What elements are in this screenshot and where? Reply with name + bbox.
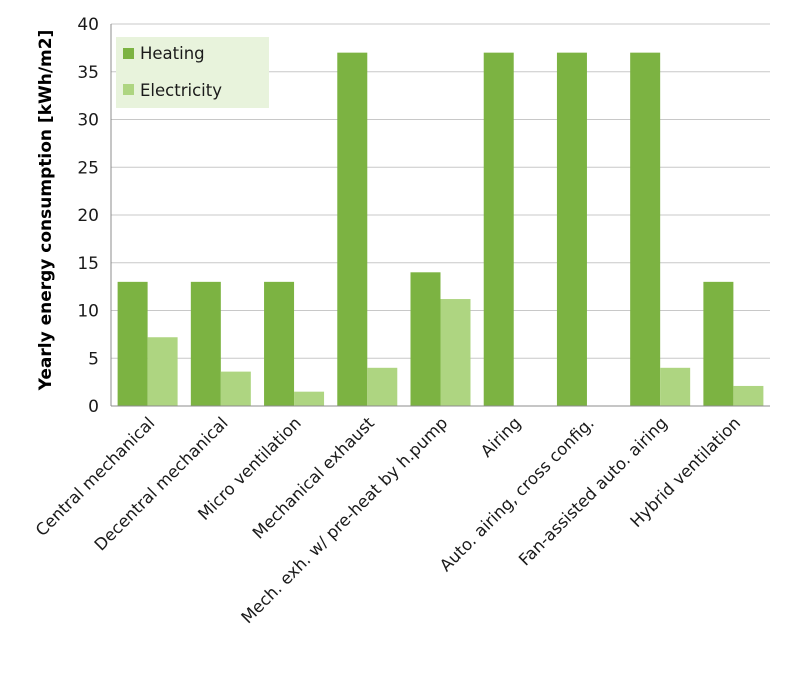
bar-heating-3 [337,52,368,407]
y-tick-label: 40 [77,15,99,35]
y-tick-label: 15 [77,254,99,274]
bar-heating-4 [410,272,441,406]
legend-swatch-electricity [123,84,134,95]
x-tick-label: Airing [477,413,524,460]
y-tick-label: 25 [77,158,99,178]
bar-heating-6 [556,52,587,407]
bars [117,52,764,407]
legend: Heating Electricity [116,37,269,108]
bar-heating-8 [703,281,734,406]
y-tick-label: 5 [88,349,99,369]
bar-heating-1 [190,281,221,406]
x-tick-label: Central mechanical [32,413,159,540]
legend-swatch-heating [123,48,134,59]
legend-background [116,37,269,108]
bar-heating-0 [117,281,148,406]
y-tick-label: 20 [77,206,99,226]
x-tick-label: Mechanical exhaust [249,413,379,543]
x-tick-label: Auto. airing, cross config. [436,413,598,575]
bar-electricity-8 [733,385,764,406]
y-tick-label: 0 [88,397,99,417]
legend-label-heating: Heating [140,44,205,63]
y-axis-title: Yearly energy consumption [kWh/m2] [36,30,56,392]
bar-electricity-2 [294,391,325,406]
y-tick-label: 35 [77,63,99,83]
bar-heating-7 [630,52,661,407]
bar-electricity-3 [367,367,398,406]
bar-electricity-0 [147,337,178,406]
bar-electricity-4 [440,299,471,406]
x-tick-label: Fan-assisted auto. airing [515,413,671,569]
bar-electricity-7 [660,367,691,406]
bar-heating-2 [264,281,295,406]
bar-heating-5 [483,52,514,407]
y-tick-labels: 0 5 10 15 20 25 30 35 40 [77,15,99,417]
y-tick-label: 10 [77,302,99,322]
y-tick-label: 30 [77,111,99,131]
legend-label-electricity: Electricity [140,81,222,100]
x-tick-label: Decentral mechanical [91,413,232,554]
bar-electricity-1 [220,371,251,406]
